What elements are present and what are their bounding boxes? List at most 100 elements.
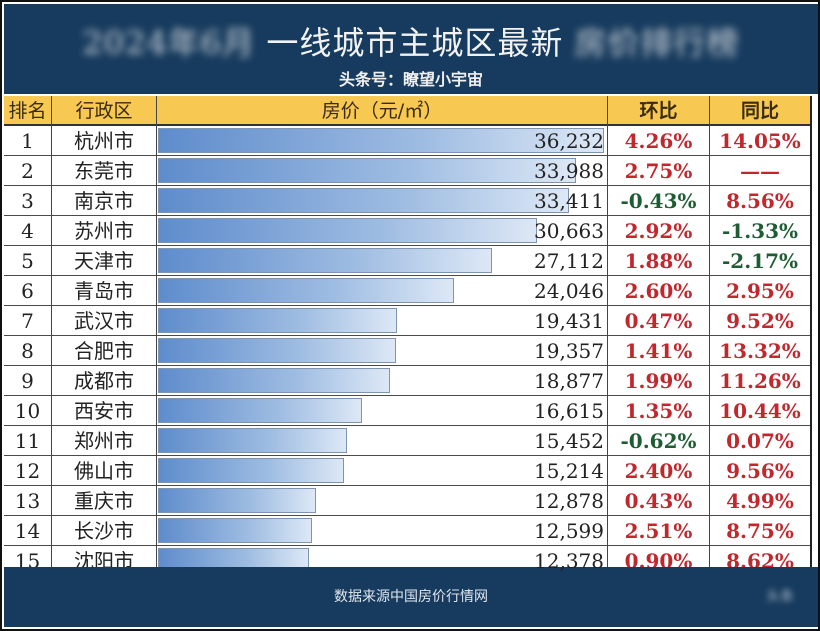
price-data-bar [158,518,313,543]
price-data-bar [158,368,391,393]
rank-cell: 1 [4,126,52,156]
table-row: 5 天津市 27,112 1.88% -2.17% [4,246,812,276]
yoy-cell: —— [710,156,812,186]
price-cell: 12,599 [157,516,608,546]
district-cell: 苏州市 [52,216,157,246]
mom-cell: 2.92% [608,216,710,246]
rank-cell: 12 [4,456,52,486]
table-row: 13 重庆市 12,878 0.43% 4.99% [4,486,812,516]
mom-cell: 0.47% [608,306,710,336]
price-data-bar [158,188,570,213]
price-data-bar [158,458,345,483]
price-cell: 19,431 [157,306,608,336]
rank-cell: 4 [4,216,52,246]
table-row: 2 东莞市 33,988 2.75% —— [4,156,812,186]
footer-banner: 数据来源中国房价行情网 头条 [4,567,818,627]
price-data-bar [158,248,492,273]
mom-cell: 2.60% [608,276,710,306]
col-header-price: 房价（元/㎡） [157,96,608,126]
price-cell: 18,877 [157,366,608,396]
district-cell: 天津市 [52,246,157,276]
price-value: 12,878 [534,489,604,513]
price-value: 12,599 [534,519,604,543]
price-data-bar [158,338,396,363]
price-value: 18,877 [534,369,604,393]
col-header-rank: 排名 [4,96,52,126]
price-value: 24,046 [534,279,604,303]
mom-cell: 0.43% [608,486,710,516]
price-cell: 30,663 [157,216,608,246]
rank-cell: 2 [4,156,52,186]
price-value: 16,615 [534,399,604,423]
price-cell: 36,232 [157,126,608,156]
yoy-cell: 2.95% [710,276,812,306]
table-row: 12 佛山市 15,214 2.40% 9.56% [4,456,812,486]
mom-cell: 2.40% [608,456,710,486]
column-header-row: 排名 行政区 房价（元/㎡） 环比 同比 [4,96,812,126]
rank-cell: 9 [4,366,52,396]
yoy-cell: 14.05% [710,126,812,156]
price-data-bar [158,128,604,153]
price-cell: 15,214 [157,456,608,486]
price-value: 12,378 [534,549,604,573]
col-header-yoy: 同比 [710,96,812,126]
price-value: 19,357 [534,339,604,363]
rank-cell: 14 [4,516,52,546]
district-cell: 合肥市 [52,336,157,366]
price-data-bar [158,158,577,183]
col-header-mom: 环比 [608,96,710,126]
district-cell: 西安市 [52,396,157,426]
price-cell: 15,452 [157,426,608,456]
price-cell: 33,411 [157,186,608,216]
title-suffix-blurred: 房价排行榜 [574,24,740,62]
price-value: 30,663 [534,219,604,243]
rank-cell: 5 [4,246,52,276]
title-prefix-blurred: 2024年6月 [82,24,256,62]
rank-cell: 6 [4,276,52,306]
price-data-bar [158,278,454,303]
table-row: 7 武汉市 19,431 0.47% 9.52% [4,306,812,336]
table-row: 9 成都市 18,877 1.99% 11.26% [4,366,812,396]
price-value: 27,112 [534,249,604,273]
price-cell: 24,046 [157,276,608,306]
price-cell: 33,988 [157,156,608,186]
price-cell: 12,878 [157,486,608,516]
mom-cell: -0.62% [608,426,710,456]
watermark-blurred: 头条 [766,589,794,605]
table-row: 6 青岛市 24,046 2.60% 2.95% [4,276,812,306]
price-cell: 27,112 [157,246,608,276]
col-header-district: 行政区 [52,96,157,126]
district-cell: 佛山市 [52,456,157,486]
yoy-cell: 9.56% [710,456,812,486]
table-row: 8 合肥市 19,357 1.41% 13.32% [4,336,812,366]
price-cell: 19,357 [157,336,608,366]
district-cell: 郑州市 [52,426,157,456]
title-banner: 2024年6月 一线城市主城区最新 房价排行榜 头条号：瞭望小宇宙 [4,4,818,94]
price-value: 15,452 [534,429,604,453]
mom-cell: 1.88% [608,246,710,276]
yoy-cell: 13.32% [710,336,812,366]
mom-cell: 1.41% [608,336,710,366]
price-value: 15,214 [534,459,604,483]
yoy-cell: 8.75% [710,516,812,546]
district-cell: 重庆市 [52,486,157,516]
mom-cell: 2.75% [608,156,710,186]
price-data-bar [158,218,537,243]
table-row: 1 杭州市 36,232 4.26% 14.05% [4,126,812,156]
mom-cell: 1.99% [608,366,710,396]
yoy-cell: -2.17% [710,246,812,276]
rank-cell: 7 [4,306,52,336]
price-data-bar [158,428,348,453]
rank-cell: 11 [4,426,52,456]
rank-cell: 13 [4,486,52,516]
price-value: 19,431 [534,309,604,333]
price-data-bar [158,488,317,513]
yoy-cell: 10.44% [710,396,812,426]
district-cell: 杭州市 [52,126,157,156]
district-cell: 东莞市 [52,156,157,186]
mom-cell: 2.51% [608,516,710,546]
price-data-bar [158,398,363,423]
rank-cell: 3 [4,186,52,216]
subtitle: 头条号：瞭望小宇宙 [338,70,483,89]
